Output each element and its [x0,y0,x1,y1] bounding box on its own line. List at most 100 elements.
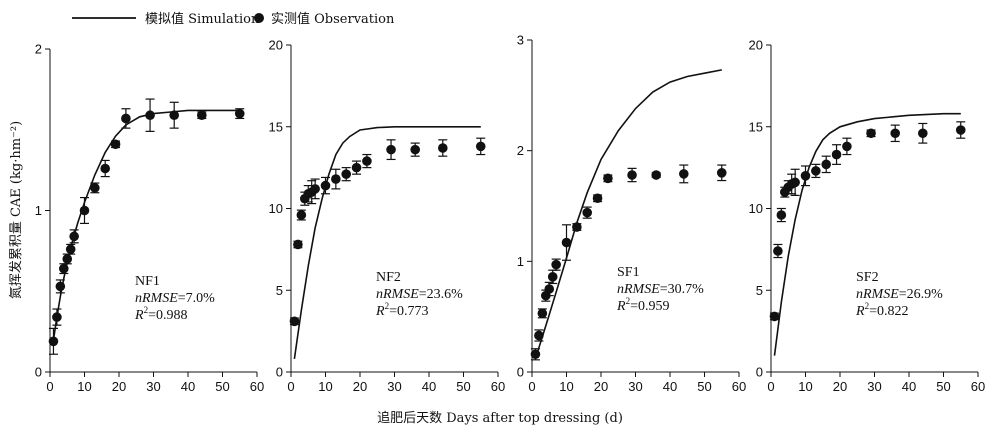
x-tick-label: 0 [528,379,535,394]
observation-point [866,128,876,139]
observation-point [69,231,79,242]
observation-point [821,159,831,170]
simulation-line [534,69,722,359]
observation-point [572,222,582,232]
y-tick-label: 3 [517,33,524,48]
x-tick-label: 30 [146,379,160,394]
observation-point [544,284,555,294]
panel-nf2: 0 10 20 30 40 50 60 0 5 10 15 20 NF2 nRMSE=23.6%R2=0.… [269,38,506,395]
observation-point [592,193,603,204]
x-tick-label: 40 [181,379,195,394]
y-tick-label: 10 [269,201,283,216]
panel-name: NF2 [376,270,401,285]
observation-point [59,263,69,274]
r2-value: =0.822 [869,304,908,319]
x-tick-label: 40 [663,379,677,394]
observation-point [331,174,341,184]
observation-point [386,144,396,155]
y-tick-label: 15 [749,119,763,134]
x-tick-label: 50 [456,379,470,394]
nrmse-label: nRMSE=30.7% [617,282,704,297]
simulation-line [52,109,240,340]
x-tick-label: 0 [287,379,294,394]
panel-sf1: 0 10 20 30 40 50 60 0 1 2 3 SF1 nRMSE=30.7%R2=0.959 [517,33,746,395]
observation-point [341,169,352,179]
x-tick-label: 40 [422,379,436,394]
y-tick-label: 1 [517,254,524,269]
observation-point [716,168,727,178]
x-tick-label: 30 [867,379,881,394]
x-tick-label: 60 [491,379,505,394]
legend-observation-label: 实测值 Observation [271,11,395,27]
y-tick-label: 0 [35,365,42,380]
observation-point [831,149,842,160]
x-tick-label: 30 [628,379,642,394]
observation-point [769,311,780,322]
legend: 模拟值 Simulation 实测值 Observation [72,11,395,27]
y-tick-label: 0 [517,365,524,380]
y-tick-label: 5 [756,283,763,298]
x-tick-label: 10 [559,379,573,394]
x-tick-label: 10 [318,379,332,394]
x-tick-label: 30 [387,379,401,394]
y-tick-label: 20 [269,38,283,53]
observation-point [351,162,362,173]
x-tick-label: 10 [798,379,812,394]
legend-observation-marker [254,13,264,23]
y-tick-label: 2 [517,143,524,158]
observation-point [438,143,448,153]
observation-point [121,113,131,124]
observation-point [790,177,800,188]
observation-point [145,110,155,121]
observation-point [603,173,613,184]
y-tick-label: 20 [749,38,763,53]
panel-sf2: 0 10 20 30 40 50 60 0 5 10 15 20 SF2 nRMSE=26.9%R2=0.… [749,38,986,395]
observation-point [65,244,76,255]
r2-label: R2=0.959 [616,296,669,314]
r2-label: R2=0.773 [375,301,428,319]
panel-name: SF1 [617,265,640,280]
r2-value: =0.959 [630,299,669,314]
x-tick-label: 20 [594,379,608,394]
observation-point [320,180,331,191]
observation-point [110,139,121,150]
observation-point [561,237,572,248]
observation-point [289,316,300,327]
simulation-line [293,126,481,360]
y-tick-label: 15 [269,119,283,134]
y-tick-label: 0 [276,365,283,380]
observation-point [679,169,689,179]
x-tick-label: 20 [833,379,847,394]
y-axis-label: 氮挥发累积量 CAE (kg·hm⁻²) [8,121,24,299]
r2-value: =0.773 [389,304,428,319]
observation-point [296,210,307,220]
observation-point [530,349,541,360]
panel-name: SF2 [856,270,879,285]
observation-point [475,141,486,152]
observation-point [234,108,245,119]
x-tick-label: 0 [46,379,53,394]
observation-point [293,239,303,250]
observation-point [537,308,548,319]
observation-point [534,330,544,341]
legend-simulation-label: 模拟值 Simulation [145,11,260,27]
x-tick-label: 50 [936,379,950,394]
observation-point [776,210,787,220]
y-tick-label: 0 [756,365,763,380]
x-axis-label: 追肥后天数 Days after top dressing (d) [377,410,623,426]
observation-point [90,183,100,193]
x-tick-label: 40 [902,379,916,394]
x-tick-label: 10 [77,379,91,394]
x-tick-label: 20 [353,379,367,394]
r2-label: R2=0.822 [855,301,908,319]
observation-point [547,272,558,282]
x-tick-label: 50 [215,379,229,394]
observation-point [890,128,900,139]
nrmse-label: nRMSE=26.9% [856,287,943,302]
x-tick-label: 0 [767,379,774,394]
observation-point [362,156,372,166]
observation-point [410,144,421,155]
observation-point [627,170,637,180]
y-tick-label: 10 [749,201,763,216]
